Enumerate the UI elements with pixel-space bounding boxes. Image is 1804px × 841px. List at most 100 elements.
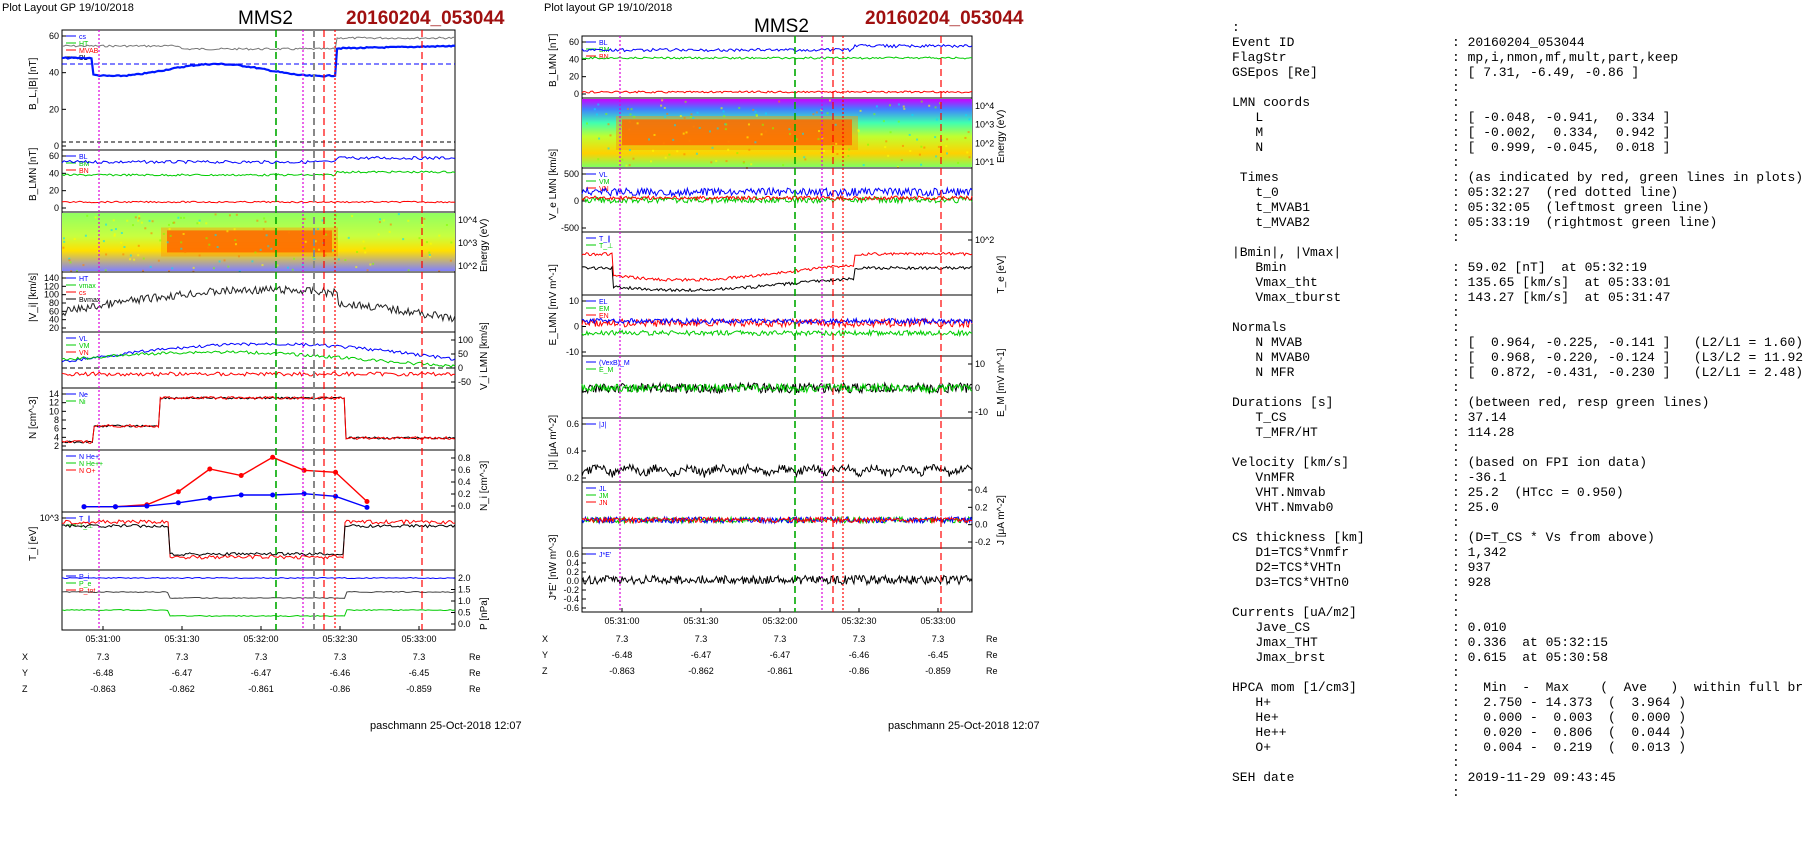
spectrogram-speckle xyxy=(428,251,431,254)
coord-value: -0.859 xyxy=(406,684,432,694)
y-tick-label-right: 10^1 xyxy=(975,157,994,167)
spectrogram-speckle xyxy=(364,251,367,254)
y-tick-label: 0.0 xyxy=(566,576,579,586)
info-key: T_MFR/HT xyxy=(1232,425,1318,440)
coord-value: 7.3 xyxy=(616,634,629,644)
spectrogram-speckle xyxy=(742,162,745,165)
spectrogram-speckle xyxy=(68,259,71,262)
spectrogram-speckle xyxy=(882,120,885,123)
spectrogram-speckle xyxy=(169,234,172,237)
spectrogram-speckle xyxy=(804,158,807,161)
info-key: L xyxy=(1232,110,1264,125)
spectrogram-speckle xyxy=(123,246,126,249)
info-row: Times: (as indicated by red, green lines… xyxy=(1232,170,1804,185)
legend-label: N He++ xyxy=(79,461,103,468)
info-value: : 928 xyxy=(1452,575,1492,590)
y-tick-label: -10 xyxy=(566,347,579,357)
info-value: : 2019-11-29 09:43:45 xyxy=(1452,770,1616,785)
info-key: CS thickness [km] xyxy=(1232,530,1365,545)
panel-frame xyxy=(581,294,973,357)
spectrogram-speckle xyxy=(750,163,753,166)
spectrogram-speckle xyxy=(149,265,152,268)
info-key: Jave_CS xyxy=(1232,620,1311,635)
spectrogram-speckle xyxy=(945,152,948,155)
spectrogram-speckle xyxy=(148,219,151,222)
info-row: He++: 0.020 - 0.806 ( 0.044 ) xyxy=(1232,725,1804,740)
y-tick-label: 2 xyxy=(54,441,59,451)
spectrogram-speckle xyxy=(831,145,834,148)
axis-label-right: V_i LMN [km/s] xyxy=(479,322,490,390)
info-row: L : [ -0.048, -0.941, 0.334 ] xyxy=(1232,110,1804,125)
spectrogram-speckle xyxy=(120,232,123,235)
spectrogram-speckle xyxy=(746,136,749,139)
y-tick-label-right: -10 xyxy=(975,407,988,417)
coord-value: -0.862 xyxy=(169,684,195,694)
info-key: T_CS xyxy=(1232,410,1287,425)
spectrogram-speckle xyxy=(159,239,162,242)
spectrogram-speckle xyxy=(897,120,900,123)
spectrogram-speckle xyxy=(314,240,317,243)
spectrogram-speckle xyxy=(344,259,347,262)
spectrogram-speckle xyxy=(238,270,241,273)
spectrogram-speckle xyxy=(908,133,911,136)
info-key: N MFR xyxy=(1232,365,1295,380)
spectrogram-speckle xyxy=(251,260,254,263)
y-tick-label-right: 0 xyxy=(975,383,980,393)
spectrogram-speckle xyxy=(945,145,948,148)
panel-frame xyxy=(61,271,456,333)
series-line xyxy=(581,251,973,282)
x-tick-label: 05:32:30 xyxy=(322,634,357,644)
spectrogram-speckle xyxy=(407,219,410,222)
coord-unit: Re xyxy=(986,650,998,660)
spectrogram-speckle xyxy=(325,233,328,236)
spectrogram-speckle xyxy=(138,217,141,220)
spectrogram-speckle xyxy=(157,259,160,262)
y-tick-label: 10 xyxy=(49,406,59,416)
y-tick-label-right: 10^4 xyxy=(458,215,477,225)
spectrogram-speckle xyxy=(698,126,701,129)
y-tick-label-right: 10 xyxy=(975,359,985,369)
x-tick-label: 05:31:30 xyxy=(164,634,199,644)
info-row: : xyxy=(1232,230,1804,245)
info-row: t_MVAB2: 05:33:19 (rightmost green line) xyxy=(1232,215,1804,230)
info-row: : xyxy=(1232,305,1804,320)
info-row: D3=TCS*VHTn0: 928 xyxy=(1232,575,1804,590)
spectrogram-speckle xyxy=(629,113,632,116)
y-tick-label: 4 xyxy=(54,432,59,442)
spectrogram-speckle xyxy=(235,213,238,216)
info-row: D2=TCS*VHTn: 937 xyxy=(1232,560,1804,575)
info-value: : 05:32:27 (red dotted line) xyxy=(1452,185,1679,200)
spectrogram-speckle xyxy=(293,257,296,260)
axis-label: T_i [eV] xyxy=(28,526,39,561)
series-line xyxy=(61,284,456,323)
spectrogram-speckle xyxy=(711,146,714,149)
y-tick-label: 40 xyxy=(49,168,59,178)
info-value: : [ -0.048, -0.941, 0.334 ] xyxy=(1452,110,1671,125)
info-value: : -36.1 xyxy=(1452,470,1507,485)
spectrogram-speckle xyxy=(113,234,116,237)
axis-label-right: Energy (eV) xyxy=(479,219,490,272)
series-line xyxy=(581,381,973,395)
spectrogram-speckle xyxy=(150,232,153,235)
coord-label: X xyxy=(22,652,28,662)
panel-frame xyxy=(61,569,456,631)
spectrogram-speckle xyxy=(633,115,636,118)
spectrogram-speckle xyxy=(661,99,664,102)
info-value: : mp,i,nmon,mf,mult,part,keep xyxy=(1452,50,1679,65)
info-value: : (between red, resp green lines) xyxy=(1452,395,1710,410)
legend-label: cs xyxy=(79,290,87,297)
spectrogram-speckle xyxy=(397,213,400,216)
spectrogram-speckle xyxy=(182,232,185,235)
spectrogram-speckle xyxy=(902,105,905,108)
y-tick-label-right: 0.4 xyxy=(458,477,471,487)
y-tick-label: 40 xyxy=(569,54,579,64)
spectrogram-speckle xyxy=(889,131,892,134)
info-value: : xyxy=(1452,80,1460,95)
spectrogram-speckle xyxy=(70,270,73,273)
coord-unit: Re xyxy=(469,668,481,678)
axis-label: N [cm^-3] xyxy=(28,396,39,439)
spectrogram-speckle xyxy=(372,262,375,265)
spectrogram-speckle xyxy=(262,228,265,231)
legend-label: JL xyxy=(599,486,607,493)
spectrogram-speckle xyxy=(205,237,208,240)
